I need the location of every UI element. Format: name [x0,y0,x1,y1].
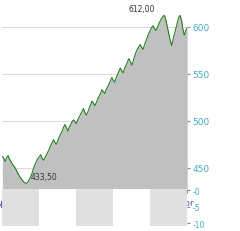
Bar [76,189,113,226]
Text: 433,50: 433,50 [31,172,58,181]
Bar [39,189,76,226]
Text: 612,00: 612,00 [129,5,156,13]
Bar [150,189,187,226]
Bar [2,189,39,226]
Bar [113,189,150,226]
